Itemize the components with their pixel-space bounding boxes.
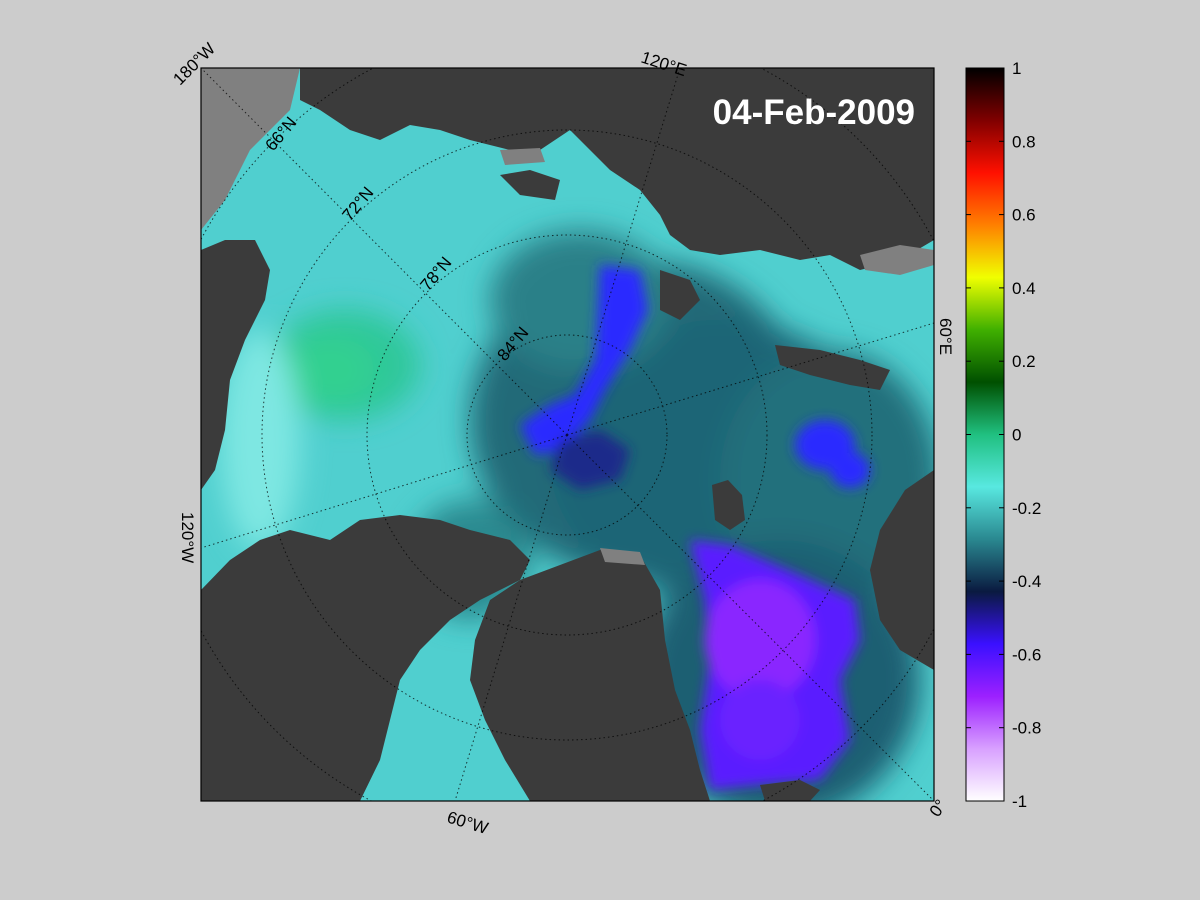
meridian-2 <box>566 434 934 801</box>
map-panel: 04-Feb-2009 <box>201 68 934 801</box>
land-severnaya <box>660 270 700 320</box>
colorbar-tick-label: -0.6 <box>1012 645 1041 664</box>
land-iceland <box>760 780 820 801</box>
land-greenland <box>470 550 710 801</box>
colorbar-tick-label: 0.4 <box>1012 279 1036 298</box>
land-canadian-archipelago <box>201 515 530 801</box>
meridian-3 <box>566 68 681 436</box>
colorbar-ticks: 1 0.8 0.6 0.4 0.2 0 -0.2 -0.4 -0.6 -0.8 -1 <box>966 59 1041 811</box>
colorbar-tick-label: 0.6 <box>1012 206 1036 225</box>
colorbar-ramp <box>965 67 1005 802</box>
colorbar-tick-label: 1 <box>1012 59 1021 78</box>
land-masses <box>201 68 934 801</box>
meridian-6 <box>201 434 568 549</box>
meridian-4 <box>454 434 568 801</box>
colorbar-tick-label: -0.4 <box>1012 572 1041 591</box>
land-new-siberian <box>500 170 560 200</box>
colorbar-tick-label: -1 <box>1012 792 1027 811</box>
date-label: 04-Feb-2009 <box>713 93 915 132</box>
land-shelves <box>500 148 934 565</box>
colorbar-tick-label: 0.8 <box>1012 132 1036 151</box>
land-siberia <box>300 68 934 270</box>
lon-label-60w: 60°W <box>445 808 490 838</box>
land-svalbard <box>712 480 745 530</box>
lon-label-120w: 120°W <box>178 512 197 563</box>
colorbar-tick-label: 0.2 <box>1012 352 1036 371</box>
colorbar: 1 0.8 0.6 0.4 0.2 0 -0.2 -0.4 -0.6 -0.8 -1 <box>965 59 1041 811</box>
graticule <box>201 68 934 801</box>
lat-circle-84 <box>466 334 668 536</box>
land-novaya-zemlya <box>775 345 890 390</box>
colorbar-tick-label: -0.2 <box>1012 499 1041 518</box>
land-outside-data <box>201 68 300 230</box>
meridian-5 <box>566 322 934 436</box>
strong-negative-anomaly <box>520 265 870 790</box>
land-scandinavia <box>870 470 934 670</box>
lat-circle-72 <box>261 129 873 741</box>
map-frame <box>200 67 935 802</box>
colorbar-tick-label: -0.8 <box>1012 719 1041 738</box>
colorbar-tick-label: 0 <box>1012 426 1021 445</box>
lon-label-60e: 60°E <box>936 318 955 355</box>
meridian-1 <box>201 68 568 436</box>
lat-circle-78 <box>366 234 768 636</box>
land-alaska <box>201 240 270 490</box>
